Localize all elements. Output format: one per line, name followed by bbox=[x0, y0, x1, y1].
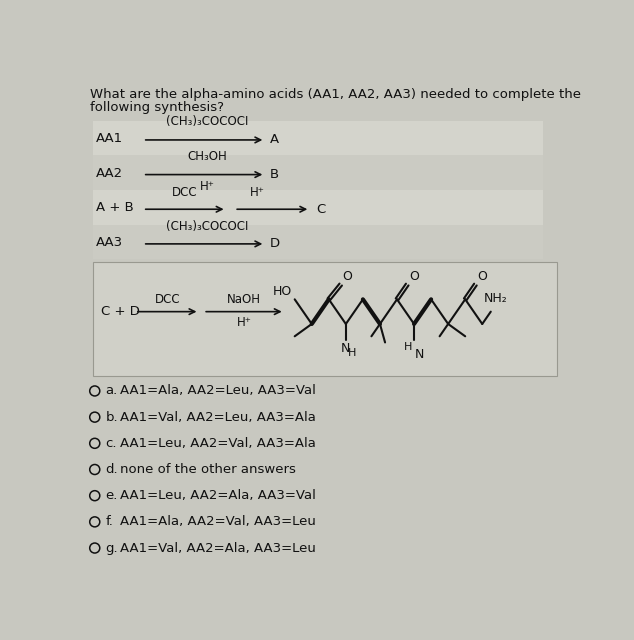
Text: NH₂: NH₂ bbox=[484, 292, 508, 305]
Text: c.: c. bbox=[106, 437, 117, 450]
Text: D: D bbox=[270, 237, 280, 250]
Text: e.: e. bbox=[106, 489, 118, 502]
Text: AA1=Leu, AA2=Val, AA3=Ala: AA1=Leu, AA2=Val, AA3=Ala bbox=[120, 437, 316, 450]
Text: a.: a. bbox=[106, 385, 118, 397]
Text: H⁺: H⁺ bbox=[236, 316, 251, 328]
FancyBboxPatch shape bbox=[93, 262, 557, 376]
Text: NaOH: NaOH bbox=[227, 293, 261, 307]
Text: DCC: DCC bbox=[155, 293, 180, 307]
Text: AA1: AA1 bbox=[96, 132, 124, 145]
Text: C: C bbox=[316, 203, 326, 216]
Text: H: H bbox=[348, 348, 356, 358]
Text: H⁺: H⁺ bbox=[200, 180, 214, 193]
Bar bbox=[93, 121, 543, 156]
Text: DCC: DCC bbox=[172, 186, 197, 199]
Text: A + B: A + B bbox=[96, 201, 134, 214]
Text: f.: f. bbox=[106, 515, 113, 529]
Text: AA1=Leu, AA2=Ala, AA3=Val: AA1=Leu, AA2=Ala, AA3=Val bbox=[120, 489, 316, 502]
Text: N: N bbox=[415, 348, 424, 361]
Text: AA1=Ala, AA2=Val, AA3=Leu: AA1=Ala, AA2=Val, AA3=Leu bbox=[120, 515, 316, 529]
Text: (CH₃)₃COCOCI: (CH₃)₃COCOCI bbox=[166, 115, 249, 127]
Text: H: H bbox=[404, 342, 413, 351]
Text: following synthesis?: following synthesis? bbox=[90, 101, 224, 115]
Text: O: O bbox=[477, 270, 487, 283]
Text: g.: g. bbox=[106, 541, 118, 554]
Text: AA3: AA3 bbox=[96, 236, 124, 249]
Text: HO: HO bbox=[273, 285, 292, 298]
Text: C + D: C + D bbox=[101, 305, 140, 318]
Text: AA1=Val, AA2=Leu, AA3=Ala: AA1=Val, AA2=Leu, AA3=Ala bbox=[120, 411, 316, 424]
Text: A: A bbox=[270, 133, 279, 147]
Text: AA1=Val, AA2=Ala, AA3=Leu: AA1=Val, AA2=Ala, AA3=Leu bbox=[120, 541, 316, 554]
Text: B: B bbox=[270, 168, 279, 181]
Text: O: O bbox=[342, 270, 352, 283]
Bar bbox=[93, 156, 543, 190]
Text: H⁺: H⁺ bbox=[250, 186, 265, 199]
Text: b.: b. bbox=[106, 411, 118, 424]
Text: d.: d. bbox=[106, 463, 118, 476]
Text: O: O bbox=[409, 270, 418, 283]
Bar bbox=[93, 225, 543, 259]
Text: CH₃OH: CH₃OH bbox=[187, 150, 227, 163]
Text: N: N bbox=[341, 342, 351, 355]
Text: none of the other answers: none of the other answers bbox=[120, 463, 295, 476]
Bar bbox=[93, 190, 543, 225]
Text: AA2: AA2 bbox=[96, 166, 124, 180]
Text: (CH₃)₃COCOCI: (CH₃)₃COCOCI bbox=[166, 220, 249, 233]
Text: What are the alpha-amino acids (AA1, AA2, AA3) needed to complete the: What are the alpha-amino acids (AA1, AA2… bbox=[90, 88, 581, 100]
Text: AA1=Ala, AA2=Leu, AA3=Val: AA1=Ala, AA2=Leu, AA3=Val bbox=[120, 385, 316, 397]
